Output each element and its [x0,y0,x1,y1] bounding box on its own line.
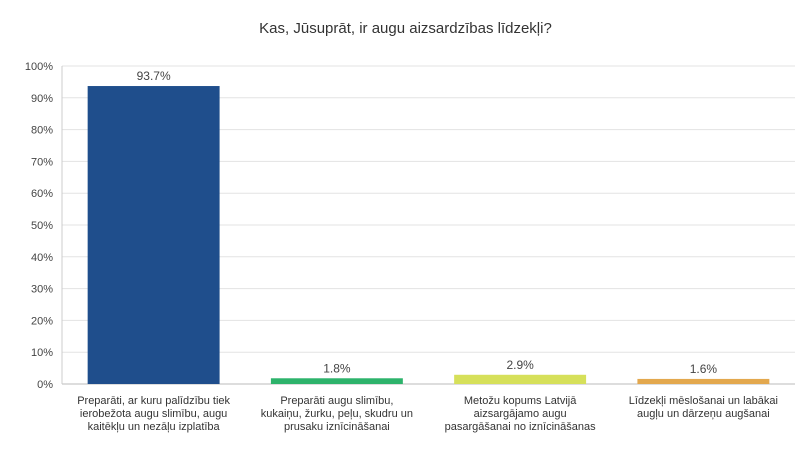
y-tick-label: 40% [31,252,53,264]
x-category-label: Preparāti, ar kuru palīdzību tiek ierobe… [77,395,231,433]
x-category-label: Līdzekļi mēslošanai un labākai augļu un … [628,395,778,420]
chart-title: Kas, Jūsuprāt, ir augu aizsardzības līdz… [259,20,552,37]
data-label: 93.7% [137,69,171,83]
x-category-label: Metožu kopums Latvijā aizsargājamo augu … [444,395,596,433]
bar[interactable] [454,374,587,384]
y-tick-label: 80% [31,125,53,137]
bar[interactable] [270,378,403,384]
axes: 0% 10% 20% 30% 40% 50% 60% 70% 80% 90% 100% [25,61,63,391]
data-label: 2.9% [506,358,534,372]
y-tick-label: 0% [37,379,53,391]
x-category-label: Preparāti augu slimību, kukaiņu, žurku, … [260,395,413,433]
data-labels: 93.7% 1.8% 2.9% 1.6% [137,69,718,376]
data-label: 1.8% [323,361,351,375]
y-tick-label: 60% [31,188,53,200]
y-tick-label: 70% [31,156,53,168]
y-tick-label: 30% [31,284,53,296]
y-tick-label: 20% [31,315,53,327]
y-tick-label: 50% [31,220,53,232]
bar[interactable] [87,86,220,384]
bars [87,86,770,384]
y-tick-label: 10% [31,347,53,359]
data-label: 1.6% [690,362,718,376]
y-tick-label: 90% [31,93,53,105]
bar[interactable] [637,378,770,384]
y-tick-label: 100% [25,61,53,73]
